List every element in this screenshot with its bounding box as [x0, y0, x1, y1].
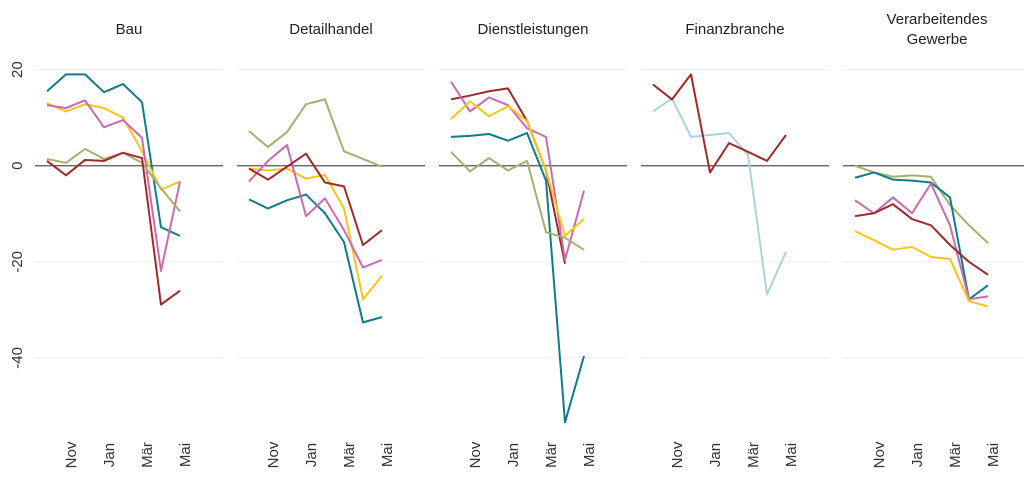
x-tick-label: Mär — [543, 442, 560, 468]
x-tick-label: Mär — [139, 442, 156, 468]
x-tick-label: Mai — [783, 443, 800, 467]
x-tick-label: Mai — [379, 443, 396, 467]
series-line — [854, 182, 989, 301]
series-line — [248, 167, 383, 301]
x-tick-label: Mai — [177, 443, 194, 467]
series-line — [46, 151, 181, 306]
series-line — [652, 73, 787, 174]
series-line — [450, 132, 585, 424]
series-line — [46, 102, 181, 191]
x-tick-label: Nov — [63, 441, 80, 468]
x-tick-label: Nov — [669, 441, 686, 468]
series-line — [248, 98, 383, 168]
panel-title: Bau — [115, 21, 143, 38]
series-line — [248, 152, 383, 246]
series-line — [854, 164, 989, 244]
panel-title: Detailhandel — [289, 21, 373, 38]
panel-title: Finanzbranche — [685, 21, 785, 38]
series-line — [854, 203, 989, 276]
series-line — [854, 230, 989, 308]
series-line — [248, 144, 383, 269]
x-tick-label: Nov — [467, 441, 484, 468]
y-tick-label: 20 — [9, 61, 26, 78]
series-line — [450, 151, 585, 251]
series-line — [46, 73, 181, 237]
x-tick-label: Mär — [947, 442, 964, 468]
panel-title: Dienstleistungen — [477, 21, 589, 38]
series-line — [46, 147, 181, 212]
panel-title: Verarbeitendes Gewerbe — [886, 11, 988, 48]
x-tick-label: Nov — [871, 441, 888, 468]
y-tick-label: -40 — [9, 347, 26, 369]
y-tick-label: 0 — [9, 162, 26, 170]
x-tick-label: Jan — [909, 443, 926, 467]
x-tick-label: Mai — [985, 443, 1002, 467]
x-tick-label: Mär — [745, 442, 762, 468]
series-line — [450, 81, 585, 261]
series-line — [854, 171, 989, 301]
x-tick-label: Jan — [707, 443, 724, 467]
series-line — [450, 100, 585, 237]
series-line — [46, 99, 181, 272]
x-tick-label: Nov — [265, 441, 282, 468]
x-tick-label: Mai — [581, 443, 598, 467]
x-tick-label: Jan — [101, 443, 118, 467]
x-tick-label: Mär — [341, 442, 358, 468]
x-tick-label: Jan — [303, 443, 320, 467]
series-line — [248, 193, 383, 324]
y-tick-label: -20 — [9, 251, 26, 273]
x-tick-label: Jan — [505, 443, 522, 467]
series-line — [652, 97, 787, 296]
